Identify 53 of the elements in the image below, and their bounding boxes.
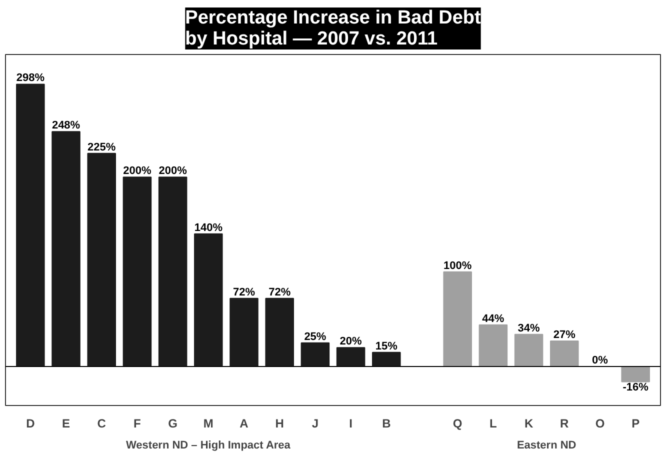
bar: [514, 334, 544, 368]
data-label: 25%: [304, 330, 326, 343]
data-label: 200%: [123, 165, 152, 178]
x-tick-label: D: [26, 416, 36, 430]
x-tick-label: E: [62, 416, 70, 430]
x-tick-label: K: [524, 416, 534, 430]
data-label: 248%: [52, 120, 80, 132]
x-tick-label: J: [312, 416, 319, 430]
data-label: 0%: [592, 354, 608, 367]
x-tick-label: A: [240, 416, 249, 430]
data-label: 100%: [444, 260, 472, 272]
bar: [16, 84, 45, 368]
x-tick-label: R: [560, 416, 570, 430]
x-tick-label: L: [490, 416, 497, 430]
data-label: -16%: [622, 382, 649, 394]
text: Eastern ND: [516, 440, 576, 452]
bar: [478, 324, 508, 368]
bar: [372, 352, 401, 368]
bar: [300, 342, 330, 368]
x-tick-label: M: [203, 416, 214, 430]
x-tick-label: C: [97, 416, 106, 430]
bar: [336, 347, 366, 368]
chart-title: Percentage Increase in Bad Debt by Hospital — 2007 vs. 2011: [185, 8, 482, 50]
data-label: 298%: [16, 72, 45, 84]
x-tick-label: P: [632, 416, 640, 430]
data-label: 44%: [482, 312, 504, 325]
bar: [52, 131, 80, 368]
data-label: 200%: [158, 165, 188, 178]
bar: [443, 271, 472, 368]
bar: [194, 233, 223, 368]
bar: [158, 176, 188, 368]
data-label: 72%: [268, 286, 291, 298]
x-tick-label: F: [134, 416, 141, 430]
bar: [87, 152, 116, 368]
bar: [621, 366, 650, 382]
data-label: 72%: [232, 286, 256, 298]
x-tick-label: O: [595, 416, 605, 430]
x-tick-label: B: [382, 416, 392, 430]
x-tick-label: G: [168, 416, 178, 430]
x-tick-label: Q: [452, 416, 462, 430]
bar: [122, 176, 152, 368]
x-tick-label: I: [349, 416, 352, 430]
x-tick-label: H: [275, 416, 284, 430]
data-label: 34%: [518, 322, 540, 334]
bar: [230, 298, 258, 368]
data-label: 27%: [553, 328, 576, 341]
text: Western ND – High Impact Area: [126, 440, 292, 452]
bar: [550, 340, 579, 368]
data-label: 225%: [88, 141, 116, 154]
data-label: 20%: [340, 336, 362, 348]
data-label: 140%: [194, 222, 223, 234]
data-label: 15%: [375, 340, 398, 352]
bar: [265, 298, 294, 368]
